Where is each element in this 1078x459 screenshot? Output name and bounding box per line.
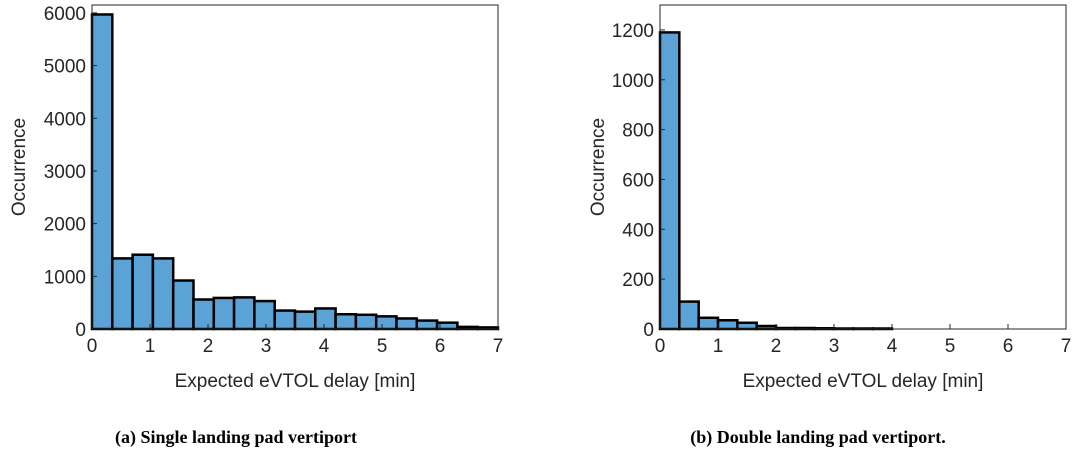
y-tick-label: 200 [622, 270, 654, 291]
y-tick-label: 600 [622, 170, 654, 191]
x-tick-label: 4 [887, 336, 898, 357]
y-tick-label: 0 [75, 320, 86, 341]
x-tick-label: 2 [771, 336, 782, 357]
caption: (b) Double landing pad vertiport. [690, 427, 946, 448]
y-axis-label: Occurrence [588, 118, 609, 216]
bar [133, 255, 153, 329]
x-tick-label: 0 [655, 336, 666, 357]
x-tick-label: 2 [203, 336, 214, 357]
y-tick-label: 1200 [612, 21, 654, 42]
y-tick-label: 4000 [44, 109, 86, 130]
bar [153, 258, 173, 329]
plot-frame [660, 5, 1066, 329]
bar [397, 318, 417, 329]
bar [660, 32, 679, 329]
bar [92, 14, 112, 329]
bar [376, 316, 396, 329]
y-tick-label: 800 [622, 121, 654, 142]
bar [336, 314, 356, 329]
bar [737, 323, 756, 329]
x-tick-label: 6 [435, 336, 446, 357]
bar [699, 318, 718, 329]
x-tick-label: 0 [87, 336, 98, 357]
y-tick-label: 400 [622, 220, 654, 241]
x-tick-label: 3 [829, 336, 840, 357]
x-tick-label: 5 [945, 336, 956, 357]
bar [254, 301, 274, 329]
y-axis-label: Occurrence [9, 118, 30, 216]
x-tick-label: 7 [493, 336, 504, 357]
bar [315, 308, 335, 329]
x-axis-label: Expected eVTOL delay [min] [743, 371, 984, 392]
y-tick-label: 2000 [44, 215, 86, 236]
y-tick-label: 1000 [44, 267, 86, 288]
bar [275, 311, 295, 329]
bar [214, 298, 234, 329]
x-tick-label: 1 [145, 336, 156, 357]
x-tick-label: 5 [377, 336, 388, 357]
x-tick-label: 3 [261, 336, 272, 357]
bar [356, 315, 376, 329]
bar [194, 299, 214, 329]
x-tick-label: 4 [319, 336, 330, 357]
bar [417, 321, 437, 329]
x-axis-label: Expected eVTOL delay [min] [175, 371, 416, 392]
bar [679, 302, 698, 329]
bar [112, 258, 132, 329]
y-tick-label: 6000 [44, 4, 86, 25]
bar [234, 297, 254, 329]
x-tick-label: 1 [713, 336, 724, 357]
bar [173, 281, 193, 329]
caption: (a) Single landing pad vertiport [115, 427, 357, 448]
y-tick-label: 3000 [44, 162, 86, 183]
y-tick-label: 5000 [44, 57, 86, 78]
y-tick-label: 1000 [612, 71, 654, 92]
bar [718, 320, 737, 329]
y-tick-label: 0 [643, 320, 654, 341]
bar [295, 312, 315, 329]
x-tick-label: 7 [1061, 336, 1072, 357]
x-tick-label: 6 [1003, 336, 1014, 357]
